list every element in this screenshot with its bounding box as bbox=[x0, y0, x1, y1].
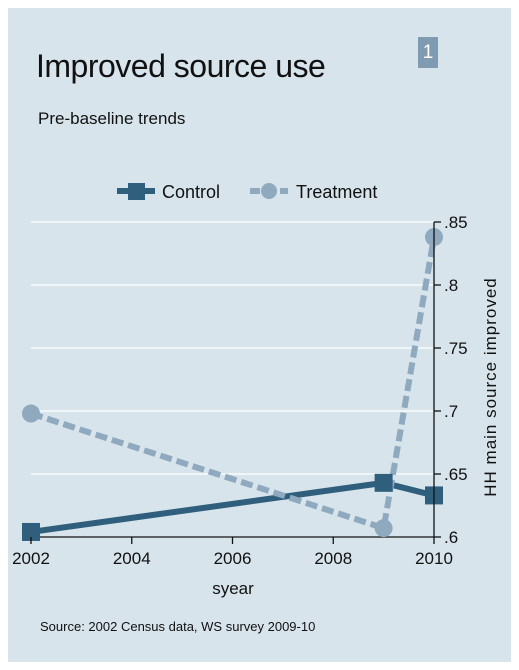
x-tick-label: 2008 bbox=[314, 549, 352, 568]
x-tick-label: 2006 bbox=[214, 549, 252, 568]
chart-panel bbox=[8, 8, 511, 662]
data-point-control bbox=[374, 473, 393, 492]
series-line-treatment bbox=[30, 236, 437, 532]
x-tick-label: 2010 bbox=[415, 549, 453, 568]
y-tick-label: .75 bbox=[444, 339, 468, 358]
data-point-treatment bbox=[374, 519, 393, 538]
y-axis: .6 .65 .7 .75 .8 .85 bbox=[433, 213, 468, 547]
legend-item-control: Control bbox=[117, 182, 220, 202]
x-tick-label: 2004 bbox=[113, 549, 151, 568]
x-axis: 2002 2004 2006 2008 2010 bbox=[12, 537, 453, 568]
legend-item-treatment: Treatment bbox=[250, 182, 377, 202]
y-tick-label: .6 bbox=[444, 528, 458, 547]
x-tick-label: 2002 bbox=[12, 549, 50, 568]
legend-marker-control bbox=[128, 183, 145, 200]
series-layer bbox=[22, 228, 443, 541]
source-note: Source: 2002 Census data, WS survey 2009… bbox=[40, 619, 316, 634]
x-axis-label: syear bbox=[212, 579, 254, 598]
legend-label-control: Control bbox=[162, 182, 220, 202]
y-tick-label: .85 bbox=[444, 213, 468, 232]
figure-number-badge: 1 bbox=[418, 37, 438, 68]
y-tick-label: .65 bbox=[444, 465, 468, 484]
legend-label-treatment: Treatment bbox=[296, 182, 377, 202]
gridlines bbox=[31, 221, 434, 538]
legend: Control Treatment bbox=[117, 182, 377, 202]
y-tick-label: .7 bbox=[444, 402, 458, 421]
legend-marker-treatment bbox=[261, 183, 277, 199]
chart-subtitle: Pre-baseline trends bbox=[38, 109, 186, 128]
data-point-control bbox=[22, 522, 40, 541]
y-axis-label: HH main source improved bbox=[481, 277, 500, 497]
data-point-treatment bbox=[22, 404, 40, 423]
chart-title: Improved source use bbox=[36, 48, 326, 84]
y-tick-label: .8 bbox=[444, 276, 458, 295]
